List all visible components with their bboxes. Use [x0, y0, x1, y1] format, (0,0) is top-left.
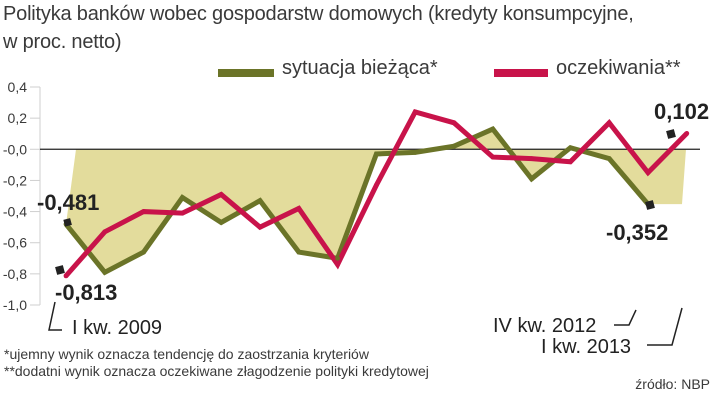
data-point-current [180, 195, 185, 200]
footnote-expectations: **dodatni wynik oznacza oczekiwane złago… [4, 363, 429, 379]
chart-title-line1: Polityka banków wobec gospodarstw domowy… [3, 3, 634, 25]
data-point-expectations [296, 206, 302, 211]
data-point-expectations [606, 120, 612, 126]
data-point-expectations [684, 131, 690, 136]
series-line-current [64, 125, 650, 276]
y-tick-label: -0,0 [3, 141, 27, 157]
data-point-current [568, 145, 573, 151]
data-point-current [529, 176, 534, 182]
data-point-current [296, 249, 302, 255]
data-point-expectations [102, 229, 108, 235]
data-point-current [335, 255, 340, 261]
chart-title-line2: w proc. netto) [3, 31, 122, 53]
data-point-expectations [180, 210, 185, 216]
source-note: źródło: NBP [635, 376, 710, 392]
y-tick-label: 0,4 [8, 79, 28, 95]
fill-area [66, 129, 686, 273]
annotation-end-expectations: 0,102 [654, 99, 709, 124]
marker-end-current [645, 200, 655, 210]
data-point-expectations [645, 170, 651, 176]
data-point-current [606, 156, 612, 162]
data-point-current [257, 198, 263, 204]
data-point-current [490, 126, 496, 132]
y-tick-label: -0,6 [3, 235, 27, 251]
label-period-expectations-end: I kw. 2013 [541, 336, 631, 358]
leader-period-expectations-end [647, 307, 683, 346]
data-point-expectations [568, 159, 573, 165]
data-point-current [374, 151, 379, 157]
data-point-expectations [335, 262, 340, 267]
difference-fill-area [66, 129, 686, 273]
legend-swatch-current [218, 69, 274, 77]
data-point-expectations [141, 209, 147, 214]
data-point-expectations [257, 224, 263, 230]
legend-label-expectations: oczekiwania** [556, 57, 681, 79]
data-point-expectations [218, 192, 224, 197]
data-point-expectations [374, 182, 379, 188]
data-point-expectations [412, 109, 418, 115]
data-point-expectations [529, 156, 534, 162]
legend-label-current: sytuacja bieżąca* [282, 57, 438, 79]
data-point-current [451, 143, 457, 149]
data-point-current [141, 249, 147, 255]
leader-period-current-end [614, 309, 637, 326]
y-tick-label: -0,8 [3, 266, 27, 282]
marker-start-expectations [55, 265, 65, 275]
marker-start-current [63, 218, 72, 227]
footnote-current: *ujemny wynik oznacza tendencję do zaost… [4, 346, 369, 362]
marker-end-expectations [666, 129, 676, 139]
y-tick-label: -1,0 [3, 297, 27, 313]
annotation-start-expectations: -0,813 [55, 280, 117, 305]
y-tick-label: -0,4 [3, 204, 27, 220]
annotations: -0,481 -0,813 0,102 -0,352 I kw. 2009 IV… [37, 99, 709, 358]
data-point-current [102, 269, 108, 275]
annotation-end-current: -0,352 [606, 220, 668, 245]
data-point-expectations [490, 154, 496, 160]
y-tick-label: -0,2 [3, 172, 27, 188]
label-period-start: I kw. 2009 [72, 317, 162, 339]
y-tick-label: 0,2 [8, 110, 28, 126]
data-point-expectations [63, 273, 69, 279]
data-point-expectations [451, 120, 457, 126]
label-period-current-end: IV kw. 2012 [493, 315, 596, 337]
annotation-start-current: -0,481 [37, 190, 99, 215]
y-axis: 0,4 0,2 -0,0 -0,2 -0,4 -0,6 -0,8 -1,0 [3, 79, 41, 313]
leader-period-start [48, 301, 62, 331]
data-point-current [218, 220, 224, 225]
legend-swatch-expectations [494, 69, 548, 77]
data-point-current [412, 150, 418, 155]
